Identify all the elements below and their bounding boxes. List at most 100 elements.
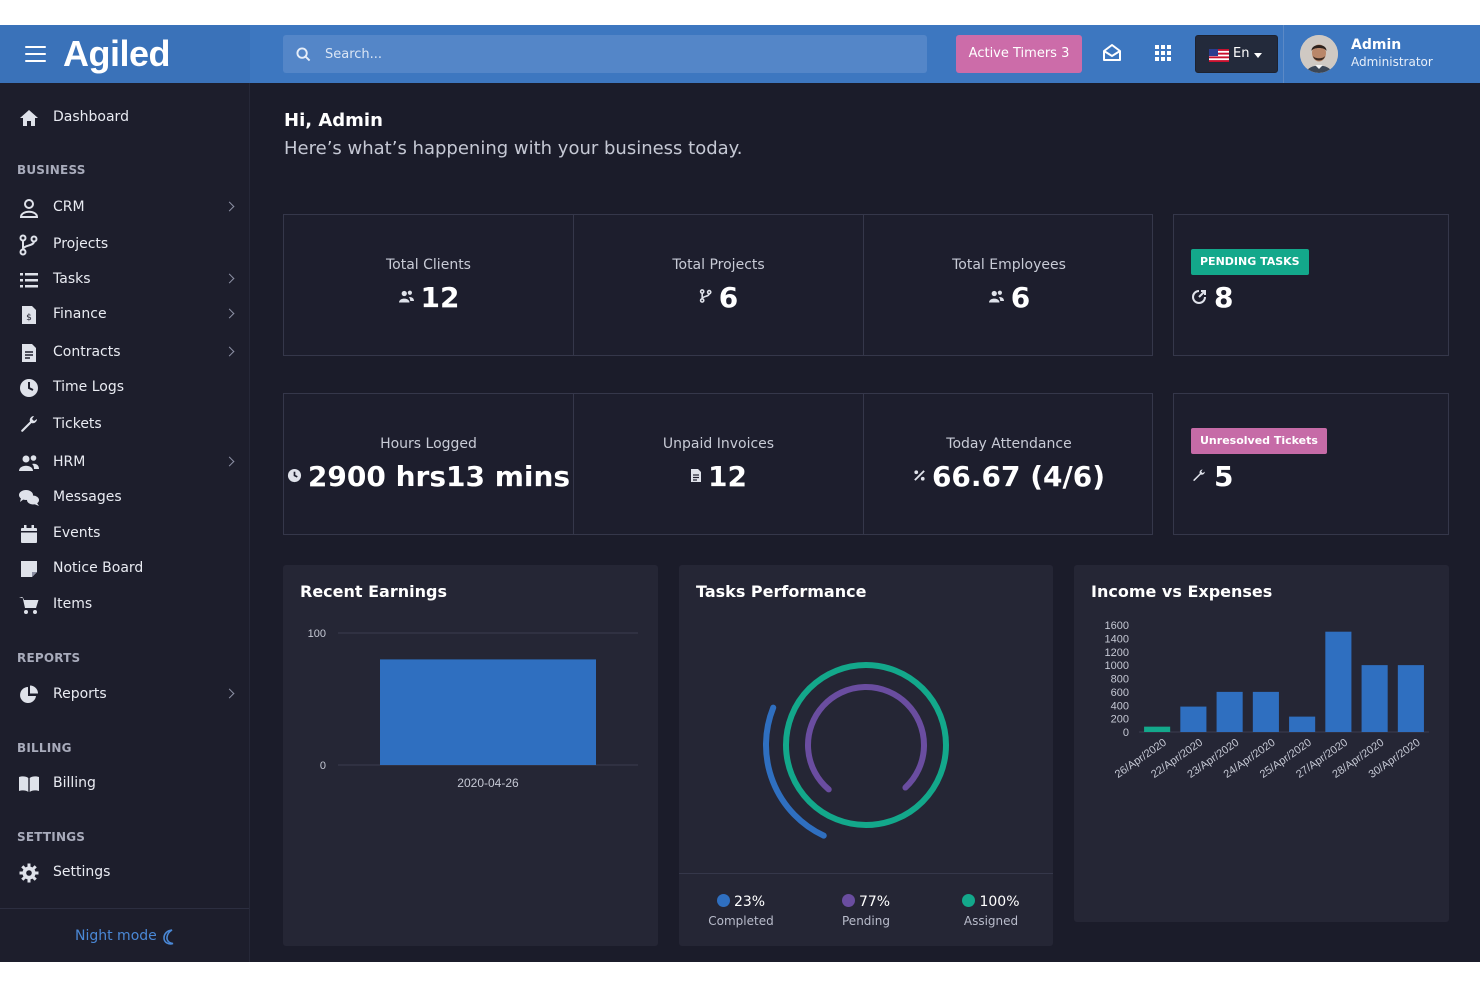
sidebar-item-label: Tickets <box>53 416 102 432</box>
stats-group-1: Total Clients 12 Total Projects 6 Total … <box>283 214 1153 356</box>
code-branch-icon <box>699 289 712 303</box>
stats-group-2: Hours Logged 2900 hrs13 mins Unpaid Invo… <box>283 393 1153 535</box>
gear-icon <box>19 863 39 883</box>
stat-total-clients[interactable]: Total Clients 12 <box>284 215 574 355</box>
sidebar-item-notice-board[interactable]: Notice Board <box>0 554 249 584</box>
clock-icon <box>287 468 301 482</box>
y-tick-label: 400 <box>1111 700 1129 712</box>
comments-icon <box>19 490 39 506</box>
pending-tasks-badge: PENDING TASKS <box>1191 249 1309 275</box>
stat-today-attendance[interactable]: Today Attendance 66.67 (4/6) <box>864 394 1154 534</box>
pie-chart-icon <box>20 685 38 703</box>
x-tick-label: 2020-04-26 <box>457 776 519 790</box>
chevron-right-icon <box>224 346 235 357</box>
percent-icon <box>914 469 925 481</box>
y-tick-label: 200 <box>1111 714 1129 726</box>
income-vs-expenses-panel: Income vs Expenses 0 200 400 600 800 1000 1200… <box>1074 565 1449 922</box>
sidebar-item-reports[interactable]: Reports <box>0 680 249 710</box>
stat-title: Total Projects <box>672 257 765 273</box>
users-icon <box>398 290 414 302</box>
language-selector[interactable]: En <box>1195 35 1278 73</box>
brand-area: Agiled <box>0 25 250 83</box>
y-tick-label: 0 <box>320 760 326 772</box>
panel-title: Recent Earnings <box>300 582 447 601</box>
tasks-progress-icon <box>1192 290 1206 304</box>
legend-label: Assigned <box>963 914 1019 928</box>
tasks-performance-chart <box>763 662 949 839</box>
sidebar-item-contracts[interactable]: Contracts <box>0 338 249 368</box>
sidebar-item-projects[interactable]: Projects <box>0 230 249 260</box>
bar <box>380 659 596 765</box>
chevron-right-icon <box>224 201 235 212</box>
stat-value: 2900 hrs13 mins <box>284 460 573 493</box>
stat-unpaid-invoices[interactable]: Unpaid Invoices 12 <box>574 394 864 534</box>
y-tick-label: 100 <box>308 628 326 640</box>
stat-value: 12 <box>284 281 573 314</box>
user-menu[interactable]: Admin Administrator <box>1283 25 1480 83</box>
home-icon <box>20 110 38 126</box>
sidebar-section-business: BUSINESS <box>17 163 86 177</box>
menu-toggle-icon[interactable] <box>25 46 46 62</box>
chevron-right-icon <box>224 308 235 319</box>
sidebar-item-dashboard[interactable]: Dashboard <box>0 103 249 133</box>
users-icon <box>988 290 1004 302</box>
recent-earnings-chart: 0 100 2020-04-26 <box>308 628 638 790</box>
stat-value: 12 <box>574 460 863 493</box>
y-tick-label: 1200 <box>1105 647 1129 659</box>
unresolved-tickets-value: 5 <box>1191 460 1233 493</box>
legend-dot <box>716 894 730 907</box>
sidebar-item-label: CRM <box>53 199 85 215</box>
stat-value: 6 <box>864 281 1154 314</box>
pending-tasks-card[interactable]: PENDING TASKS 8 <box>1173 214 1449 356</box>
night-mode-toggle[interactable]: Night mode <box>75 928 174 945</box>
us-flag-icon <box>1209 49 1229 62</box>
sidebar-item-events[interactable]: Events <box>0 519 249 549</box>
chevron-right-icon <box>224 273 235 284</box>
sidebar-item-finance[interactable]: $ Finance <box>0 300 249 330</box>
brand-logo[interactable]: Agiled <box>63 33 171 74</box>
bar <box>1216 691 1243 732</box>
user-icon <box>19 199 39 218</box>
apps-grid-icon[interactable] <box>1152 42 1174 64</box>
active-timers-button[interactable]: Active Timers 3 <box>956 35 1082 73</box>
sidebar-section-settings: SETTINGS <box>17 830 86 844</box>
y-tick-label: 600 <box>1111 687 1129 699</box>
sidebar-item-tickets[interactable]: Tickets <box>0 410 249 440</box>
legend-label: Completed <box>708 914 774 928</box>
bar <box>1289 716 1316 732</box>
arc-completed <box>763 704 827 839</box>
file-contract-icon <box>22 344 36 362</box>
stat-hours-logged[interactable]: Hours Logged 2900 hrs13 mins <box>284 394 574 534</box>
sidebar-item-messages[interactable]: Messages <box>0 483 249 513</box>
page-subtitle: Here’s what’s happening with your busine… <box>284 138 743 159</box>
bar <box>1144 726 1171 732</box>
arc-pending <box>805 684 927 793</box>
stat-total-projects[interactable]: Total Projects 6 <box>574 215 864 355</box>
y-tick-label: 1600 <box>1105 620 1129 632</box>
moon-icon <box>163 929 174 945</box>
sidebar-item-settings[interactable]: Settings <box>0 858 249 888</box>
envelope-open-icon[interactable] <box>1101 42 1123 64</box>
calendar-icon <box>21 525 37 543</box>
sidebar-item-crm[interactable]: CRM <box>0 193 249 223</box>
bar <box>1361 665 1388 732</box>
search-input[interactable] <box>325 35 915 73</box>
sidebar-item-items[interactable]: Items <box>0 590 249 620</box>
sidebar: Dashboard BUSINESS CRM Projects Tasks $ … <box>0 83 250 962</box>
sidebar-item-billing[interactable]: Billing <box>0 769 249 799</box>
avatar <box>1300 35 1338 73</box>
shopping-cart-icon <box>19 597 39 614</box>
top-bar: Agiled Active Timers 3 En <box>0 25 1480 83</box>
stat-total-employees[interactable]: Total Employees 6 <box>864 215 1154 355</box>
stat-title: Unpaid Invoices <box>662 436 775 452</box>
sidebar-item-tasks[interactable]: Tasks <box>0 265 249 295</box>
sidebar-item-hrm[interactable]: HRM <box>0 448 249 478</box>
language-label: En <box>1233 46 1250 61</box>
income-vs-expenses-chart: 0200400600800100012001400160026/Apr/2020… <box>1105 620 1429 781</box>
sidebar-item-label: Items <box>53 596 93 612</box>
panel-title: Income vs Expenses <box>1091 582 1273 601</box>
unresolved-tickets-badge: Unresolved Tickets <box>1191 428 1327 454</box>
search-box[interactable] <box>283 35 927 73</box>
unresolved-tickets-card[interactable]: Unresolved Tickets 5 <box>1173 393 1449 535</box>
sidebar-item-time-logs[interactable]: Time Logs <box>0 373 249 403</box>
